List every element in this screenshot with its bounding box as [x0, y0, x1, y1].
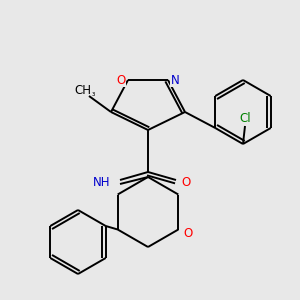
Text: O: O: [184, 227, 193, 240]
Text: N: N: [171, 74, 179, 86]
Text: CH: CH: [74, 83, 92, 97]
Text: O: O: [182, 176, 190, 188]
Text: NH: NH: [93, 176, 111, 188]
Text: O: O: [116, 74, 126, 86]
Text: Cl: Cl: [239, 112, 251, 124]
Text: ₃: ₃: [92, 89, 94, 98]
